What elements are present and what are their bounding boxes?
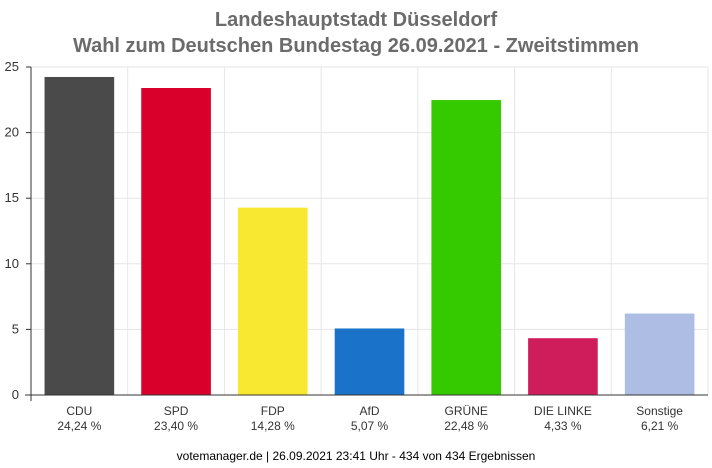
bar-cdu [44,76,115,396]
bar-fdp [237,207,308,395]
title-line-1: Landeshauptstadt Düsseldorf [215,9,498,31]
value-label: 6,21 % [641,419,679,433]
category-label: GRÜNE [445,404,488,418]
y-tick-label: 15 [5,190,19,205]
value-label: 14,28 % [251,419,295,433]
category-label: DIE LINKE [534,404,592,418]
chart-footer: votemanager.de | 26.09.2021 23:41 Uhr - … [177,449,536,463]
y-tick-label: 5 [12,321,19,336]
y-tick-label: 10 [5,256,19,271]
bar-grüne [431,100,502,395]
bar-sonstige [624,313,695,395]
value-label: 5,07 % [351,419,389,433]
y-tick-label: 0 [12,387,19,402]
y-tick-label: 25 [5,59,19,74]
category-label: AfD [359,404,379,418]
title-line-2: Wahl zum Deutschen Bundestag 26.09.2021 … [73,35,639,57]
bar-spd [141,87,211,395]
bar-afd [334,328,405,395]
y-tick-label: 20 [5,125,19,140]
value-label: 22,48 % [444,419,488,433]
value-label: 23,40 % [154,419,198,433]
bar-die-linke [528,338,598,395]
category-label: Sonstige [636,404,683,418]
category-label: CDU [66,404,92,418]
value-label: 24,24 % [57,419,101,433]
category-label: SPD [164,404,189,418]
category-label: FDP [261,404,285,418]
value-label: 4,33 % [544,419,582,433]
axes [25,66,708,401]
bars [44,76,695,396]
chart-title: Landeshauptstadt Düsseldorf Wahl zum Deut… [73,9,639,57]
y-tick-labels: 0 5 10 15 20 25 [5,59,19,402]
